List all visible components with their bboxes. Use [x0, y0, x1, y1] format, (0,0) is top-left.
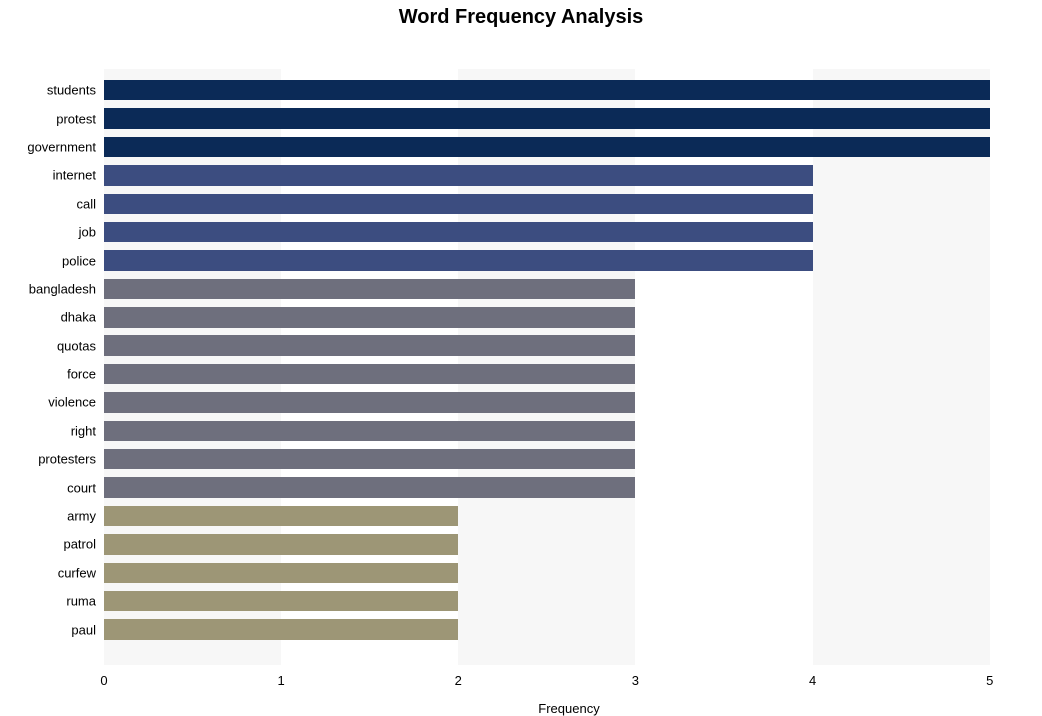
- x-axis-tick: 5: [986, 665, 993, 688]
- bar: [104, 506, 458, 526]
- y-axis-label: government: [27, 140, 104, 155]
- x-axis-tick: 2: [455, 665, 462, 688]
- bar-row: protesters: [104, 449, 1034, 469]
- y-axis-label: students: [47, 83, 104, 98]
- y-axis-label: protest: [56, 111, 104, 126]
- y-axis-label: quotas: [57, 338, 104, 353]
- word-frequency-chart: Word Frequency Analysis studentsprotestg…: [0, 0, 1042, 701]
- y-axis-label: bangladesh: [29, 281, 104, 296]
- y-axis-label: protesters: [38, 452, 104, 467]
- x-axis-tick: 3: [632, 665, 639, 688]
- y-axis-label: violence: [48, 395, 104, 410]
- bar-row: bangladesh: [104, 279, 1034, 299]
- bar-row: right: [104, 421, 1034, 441]
- y-axis-label: job: [79, 225, 104, 240]
- x-axis-tick: 0: [100, 665, 107, 688]
- y-axis-label: force: [67, 367, 104, 382]
- bar: [104, 250, 813, 270]
- bar-row: job: [104, 222, 1034, 242]
- bar: [104, 591, 458, 611]
- y-axis-label: paul: [71, 622, 104, 637]
- y-axis-label: internet: [53, 168, 104, 183]
- y-axis-label: dhaka: [61, 310, 104, 325]
- bar-row: protest: [104, 108, 1034, 128]
- bar: [104, 222, 813, 242]
- bar-row: force: [104, 364, 1034, 384]
- bar-row: patrol: [104, 534, 1034, 554]
- y-axis-label: court: [67, 480, 104, 495]
- bar-row: students: [104, 80, 1034, 100]
- bar: [104, 108, 990, 128]
- bar-row: quotas: [104, 335, 1034, 355]
- bar: [104, 619, 458, 639]
- y-axis-label: curfew: [58, 565, 104, 580]
- bar-row: army: [104, 506, 1034, 526]
- bar: [104, 307, 635, 327]
- y-axis-label: right: [71, 423, 104, 438]
- bar-row: paul: [104, 619, 1034, 639]
- y-axis-label: police: [62, 253, 104, 268]
- x-axis-label: Frequency: [538, 701, 599, 716]
- x-axis-tick: 4: [809, 665, 816, 688]
- bar: [104, 279, 635, 299]
- bar: [104, 563, 458, 583]
- bar: [104, 392, 635, 412]
- chart-title: Word Frequency Analysis: [0, 0, 1042, 33]
- bar: [104, 477, 635, 497]
- bar-row: call: [104, 194, 1034, 214]
- bar: [104, 165, 813, 185]
- bar-row: government: [104, 137, 1034, 157]
- y-axis-label: ruma: [66, 594, 104, 609]
- bar-row: ruma: [104, 591, 1034, 611]
- bar: [104, 80, 990, 100]
- bar: [104, 449, 635, 469]
- y-axis-label: call: [76, 196, 104, 211]
- bar-row: curfew: [104, 563, 1034, 583]
- y-axis-label: patrol: [63, 537, 104, 552]
- bar-row: police: [104, 250, 1034, 270]
- x-axis-tick: 1: [278, 665, 285, 688]
- bar: [104, 534, 458, 554]
- bar-row: violence: [104, 392, 1034, 412]
- bar: [104, 421, 635, 441]
- bar: [104, 194, 813, 214]
- bar-row: internet: [104, 165, 1034, 185]
- bar: [104, 335, 635, 355]
- bar-row: court: [104, 477, 1034, 497]
- plot-area: students protest government internet call job…: [104, 69, 1034, 665]
- y-axis-label: army: [67, 508, 104, 523]
- bar-row: dhaka: [104, 307, 1034, 327]
- bar: [104, 364, 635, 384]
- bar: [104, 137, 990, 157]
